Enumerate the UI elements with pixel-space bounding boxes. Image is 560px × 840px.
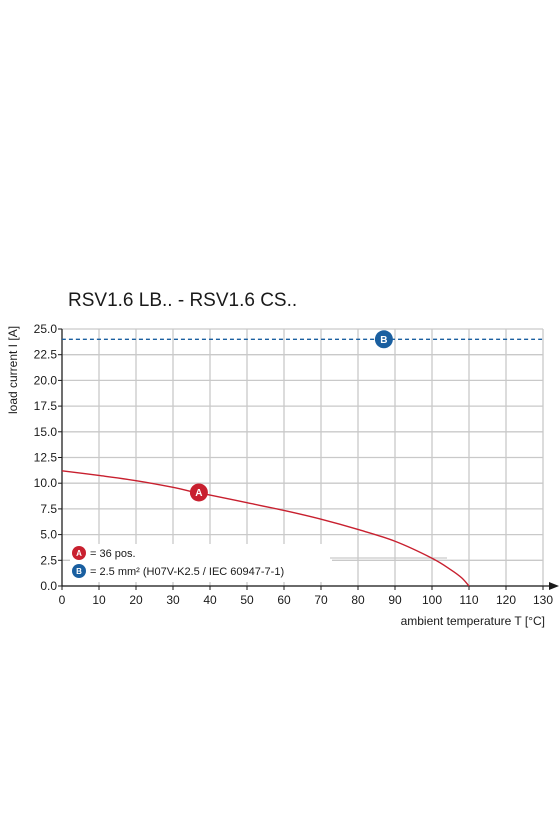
y-tick-label: 20.0 — [34, 373, 58, 387]
x-tick-label: 130 — [533, 593, 553, 607]
chart-title: RSV1.6 LB.. - RSV1.6 CS.. — [68, 290, 297, 311]
x-tick-label: 40 — [203, 593, 217, 607]
x-tick-label: 20 — [129, 593, 143, 607]
series-line-a — [61, 470, 470, 587]
x-axis-arrow — [549, 582, 559, 590]
series-marker-a — [189, 483, 208, 502]
x-tick-label: 80 — [351, 593, 365, 607]
x-tick-label: 60 — [277, 593, 291, 607]
y-tick-label: 12.5 — [34, 451, 58, 465]
y-tick-label: 10.0 — [34, 476, 58, 490]
y-tick-label: 15.0 — [34, 425, 58, 439]
legend-marker-b — [72, 564, 86, 578]
y-tick-label: 22.5 — [34, 348, 58, 362]
legend: A = 36 pos. B = 2.5 mm² (H07V-K2.5 / IEC 60… — [72, 546, 284, 578]
y-tick-label: 5.0 — [40, 528, 57, 542]
x-tick-label: 100 — [422, 593, 442, 607]
x-tick-label: 10 — [92, 593, 106, 607]
grid — [61, 328, 544, 587]
legend-marker-label: B — [76, 567, 82, 576]
y-tick-label: 7.5 — [40, 502, 57, 516]
y-tick-label: 25.0 — [34, 322, 58, 336]
axes: 0 10 20 30 40 50 60 70 80 90 100 110 120 130 0.0 2.5 5.0… — [34, 322, 559, 607]
x-tick-label: 0 — [59, 593, 66, 607]
series-marker-label: B — [380, 335, 387, 346]
x-tick-label: 70 — [314, 593, 328, 607]
y-axis-label: load current I [A] — [6, 326, 20, 414]
series-marker-label: A — [195, 488, 202, 499]
x-tick-label: 50 — [240, 593, 254, 607]
legend-marker-label: A — [76, 549, 82, 558]
x-axis-label: ambient temperature T [°C] — [401, 614, 545, 628]
series-marker-b — [374, 330, 393, 349]
series-group: AB — [61, 330, 543, 587]
y-tick-label: 17.5 — [34, 399, 58, 413]
x-tick-label: 120 — [496, 593, 516, 607]
legend-marker-a — [72, 546, 86, 560]
legend-entry-text: = 36 pos. — [90, 548, 136, 560]
legend-background — [70, 544, 332, 582]
x-tick-label: 110 — [459, 593, 478, 607]
y-tick-label: 0.0 — [40, 579, 57, 593]
x-tick-label: 30 — [166, 593, 180, 607]
y-tick-label: 2.5 — [40, 553, 57, 567]
x-tick-label: 90 — [388, 593, 402, 607]
legend-entry-text: = 2.5 mm² (H07V-K2.5 / IEC 60947-7-1) — [90, 566, 284, 578]
